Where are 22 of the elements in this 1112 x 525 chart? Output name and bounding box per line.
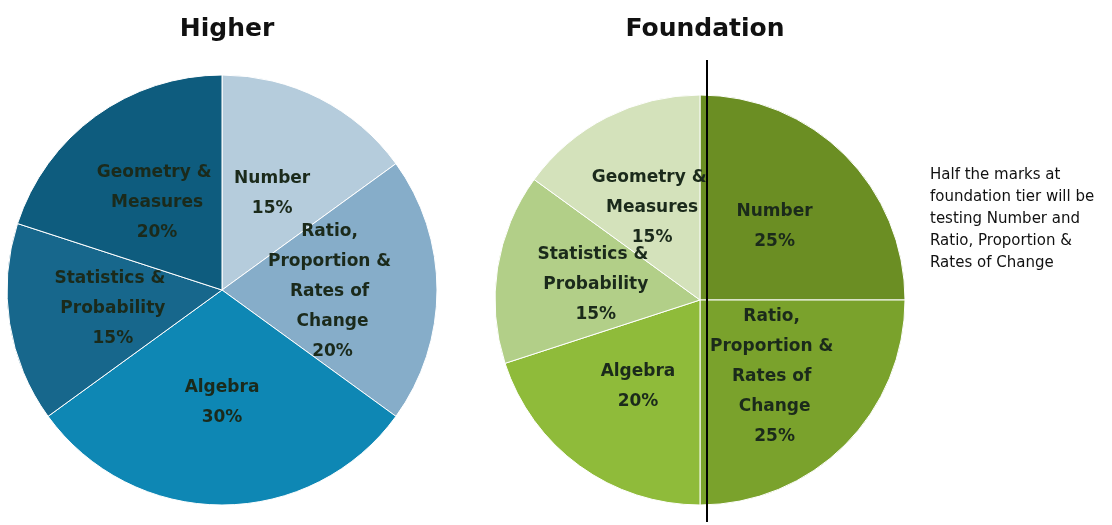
chart-title: Foundation bbox=[625, 13, 785, 42]
data-label: 15% bbox=[251, 196, 293, 217]
data-label: 30% bbox=[201, 405, 243, 426]
slice-label: Algebra bbox=[184, 375, 260, 396]
slice-label: Algebra bbox=[600, 360, 676, 381]
slice-label: Number bbox=[234, 166, 311, 187]
data-label: 20% bbox=[617, 390, 659, 411]
data-label: 15% bbox=[92, 327, 134, 348]
data-label: 25% bbox=[754, 424, 795, 445]
chart-title: Higher bbox=[179, 13, 275, 42]
data-label: 20% bbox=[136, 220, 178, 241]
slice-label: Statistics & Probability bbox=[54, 267, 172, 318]
slice-label: Ratio, Proportion & Rates of Change bbox=[710, 304, 840, 415]
data-label: 15% bbox=[575, 303, 617, 324]
data-label: 20% bbox=[312, 340, 353, 360]
slice-label: Ratio, Proportion & Rates of Change bbox=[267, 220, 398, 330]
text: Half the marks at foundation tier will be testing Number and Ratio, Proportion & Rates of Change bbox=[930, 164, 1096, 273]
slice-label: Geometry & Measures bbox=[96, 160, 218, 211]
data-label: 25% bbox=[754, 230, 795, 251]
slice-label: Number bbox=[736, 200, 814, 221]
slice-label: Statistics & Probability bbox=[537, 243, 655, 294]
data-label: 15% bbox=[631, 226, 673, 246]
